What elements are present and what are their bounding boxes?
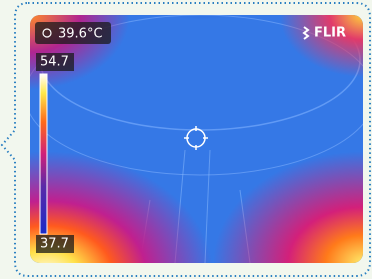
scale-max: 54.7 <box>40 55 69 70</box>
page: 39.6°C 54.7 37.7 FLIR (() => { const dat… <box>0 0 372 279</box>
scale-min: 37.7 <box>40 237 69 252</box>
logo: FLIR <box>314 26 346 41</box>
spot-reading: 39.6°C <box>58 27 103 42</box>
thermal-view: 39.6°C 54.7 37.7 FLIR <box>0 0 372 279</box>
color-scale <box>40 74 47 234</box>
